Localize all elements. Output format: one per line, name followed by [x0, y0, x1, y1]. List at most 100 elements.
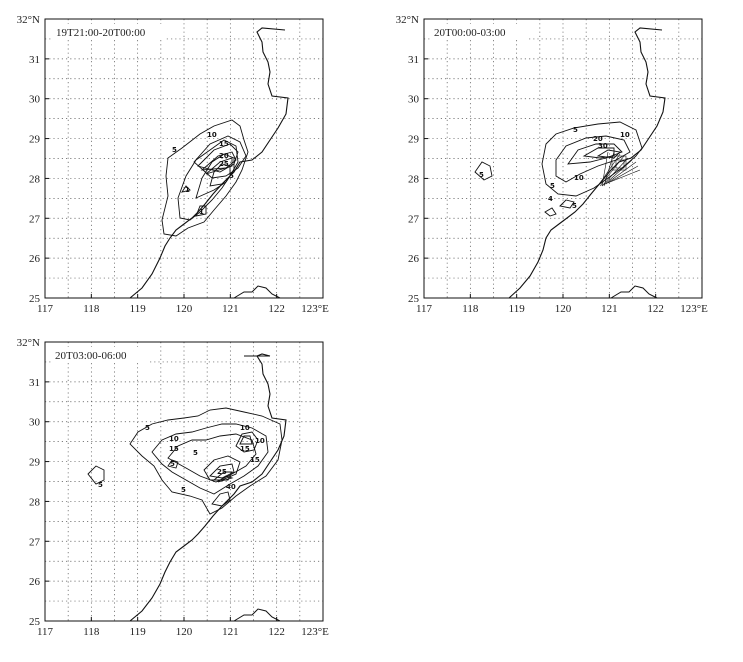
time-label: 20T03:00-06:00: [55, 350, 127, 362]
y-tick-label: 30: [29, 417, 41, 429]
contour-label: 20: [593, 135, 603, 143]
y-tick-label: 32°N: [17, 337, 40, 349]
y-tick-label: 32°N: [396, 14, 419, 26]
contour-label: 40: [226, 483, 236, 491]
contour-label: 5: [479, 171, 484, 179]
axis-ticks: 117 118 119 120 121 122 123°E 25 26 27 28 29 30 31 32°…: [396, 14, 708, 315]
y-tick-label: 32°N: [17, 14, 40, 26]
time-label-box: [431, 24, 529, 40]
y-tick-label: 28: [29, 496, 41, 508]
time-label-box: [52, 347, 150, 363]
island-outline: [233, 285, 281, 299]
contour-label: 5: [172, 146, 177, 154]
island-outline: [610, 285, 658, 299]
y-tick-label: 25: [29, 616, 41, 628]
contour-label: 10: [620, 131, 630, 139]
x-tick-label: 120: [176, 626, 193, 638]
precipitation-contours: [161, 119, 249, 237]
x-tick-label: 123°E: [301, 303, 329, 315]
y-tick-label: 28: [29, 173, 41, 185]
x-tick-label: 122: [647, 303, 664, 315]
y-tick-label: 30: [29, 94, 41, 106]
contour-label: 1: [199, 208, 204, 216]
map-panel-3: 20T03:00-06:00 5 10 10 15 15 5 10 15 25 …: [17, 337, 329, 638]
contour-label: 25: [217, 468, 227, 476]
x-tick-label: 123°E: [680, 303, 708, 315]
contour-label: 5: [145, 424, 150, 432]
x-tick-label: 117: [37, 626, 54, 638]
lat-lon-grid: [45, 19, 323, 298]
precipitation-contours: [474, 121, 643, 217]
time-label: 19T21:00-20T00:00: [56, 27, 146, 39]
island-outline: [233, 608, 281, 622]
x-tick-label: 119: [509, 303, 526, 315]
x-tick-label: 122: [268, 303, 285, 315]
x-tick-label: 119: [130, 303, 147, 315]
axis-ticks: 117 118 119 120 121 122 123°E2526272829303132°…: [17, 337, 329, 638]
contour-labels: 5 10 10 15 15 5 10 15 25 40 5 5 5: [98, 424, 265, 494]
y-tick-label: 28: [408, 173, 420, 185]
lat-lon-grid: [45, 342, 323, 621]
y-tick-label: 25: [408, 293, 420, 305]
map-panel-1: 19T21:00-20T00:00 10 5 15 20 25 5 1 1 11…: [17, 14, 329, 315]
x-tick-label: 118: [83, 303, 100, 315]
dense-contour-fan: [597, 151, 641, 187]
coastline: [129, 27, 289, 299]
x-tick-label: 122: [268, 626, 285, 638]
y-tick-label: 27: [29, 536, 41, 548]
time-label: 20T00:00-03:00: [434, 27, 506, 39]
x-tick-label: 121: [222, 303, 239, 315]
axis-ticks: 117 118 119 120 121 122 123°E2526272829303132°…: [17, 14, 329, 315]
x-tick-label: 123°E: [301, 626, 329, 638]
y-tick-label: 31: [29, 54, 40, 66]
x-tick-label: 117: [37, 303, 54, 315]
contour-label: 25: [219, 160, 229, 168]
contour-label: 20: [219, 152, 229, 160]
contour-label: 10: [207, 131, 217, 139]
x-tick-label: 120: [176, 303, 193, 315]
contour-label: 5: [181, 486, 186, 494]
x-tick-label: 120: [555, 303, 572, 315]
time-label-box: [52, 24, 166, 40]
contour-label: 5: [170, 460, 175, 468]
contour-labels: 10 5 15 20 25 5 1 1: [172, 131, 234, 216]
contour-label: 30: [598, 142, 608, 150]
y-tick-label: 31: [408, 54, 419, 66]
x-tick-label: 118: [83, 626, 100, 638]
contour-label: 10: [169, 435, 179, 443]
lat-lon-grid: [424, 19, 702, 298]
y-tick-label: 29: [29, 134, 41, 146]
contour-label: 15: [219, 140, 229, 148]
contour-label: 5: [229, 172, 234, 180]
contour-label: 4: [548, 195, 553, 203]
contour-label: 1: [185, 186, 190, 194]
contour-label: 5: [193, 449, 198, 457]
y-tick-label: 29: [29, 457, 41, 469]
x-tick-label: 117: [416, 303, 433, 315]
x-tick-label: 121: [601, 303, 618, 315]
y-tick-label: 27: [29, 213, 41, 225]
contour-label: 10: [574, 174, 584, 182]
contour-label: 5: [573, 126, 578, 134]
contour-labels: 5 10 20 30 5 10 5 4 5: [479, 126, 630, 210]
y-tick-label: 29: [408, 134, 420, 146]
map-panel-2: 20T00:00-03:00 5 10 20 30 5 10 5 4 5 117…: [396, 14, 708, 315]
contour-label: 5: [550, 182, 555, 190]
contour-label: 15: [250, 456, 260, 464]
contour-label: 15: [240, 445, 250, 453]
precipitation-contours: [87, 407, 283, 515]
y-tick-label: 30: [408, 94, 420, 106]
y-tick-label: 25: [29, 293, 41, 305]
coastline: [508, 27, 666, 299]
y-tick-label: 26: [29, 576, 41, 588]
y-tick-label: 26: [408, 253, 420, 265]
y-tick-label: 31: [29, 377, 40, 389]
contour-label: 5: [98, 481, 103, 489]
y-tick-label: 27: [408, 213, 420, 225]
x-tick-label: 118: [462, 303, 479, 315]
y-tick-label: 26: [29, 253, 41, 265]
contour-label: 10: [240, 424, 250, 432]
coastline: [129, 353, 287, 622]
contour-label: 10: [255, 437, 265, 445]
